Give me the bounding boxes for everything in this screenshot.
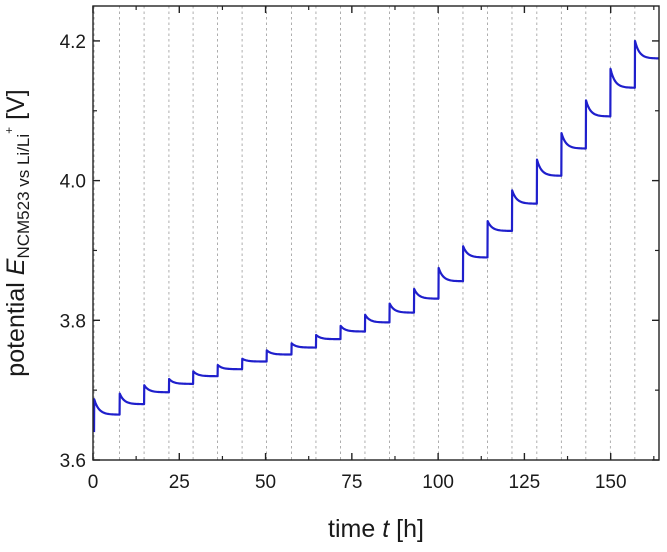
x-axis-title-symbol: t [382,515,390,543]
y-axis-title-subscript: NCM523 vs Li/Li [14,134,33,259]
x-tick-label: 50 [255,472,276,493]
x-tick-label: 100 [422,472,454,493]
x-tick-label: 25 [169,472,190,493]
plot-frame [92,5,660,461]
series-lines [92,39,660,433]
x-axis-title-suffix: [h] [389,515,424,543]
series-line [92,39,660,433]
x-tick-label: 0 [88,472,99,493]
x-axis-title: time t [h] [328,515,424,543]
x-tick-label: 125 [509,472,541,493]
y-tick-label: 4.2 [60,32,86,53]
tick-labels: 0 25 50 75 100 125 150 3.6 3.8 4.0 4.2 [60,32,627,493]
x-axis-title-prefix: time [328,515,382,543]
y-axis-title: potential ENCM523 vs Li/Li+ [V] [2,89,33,376]
y-tick-label: 3.6 [60,451,86,472]
y-tick-label: 3.8 [60,311,86,332]
y-axis-title-symbol: E [2,258,30,275]
x-tick-label: 150 [595,472,627,493]
grid-lines [93,6,636,460]
y-axis-title-prefix: potential [2,275,30,376]
axis-ticks [92,6,659,461]
y-tick-label: 4.0 [60,172,86,193]
x-tick-label: 75 [341,472,362,493]
y-axis-title-suffix: [V] [2,89,30,127]
y-axis-title-superscript: + [2,127,16,134]
